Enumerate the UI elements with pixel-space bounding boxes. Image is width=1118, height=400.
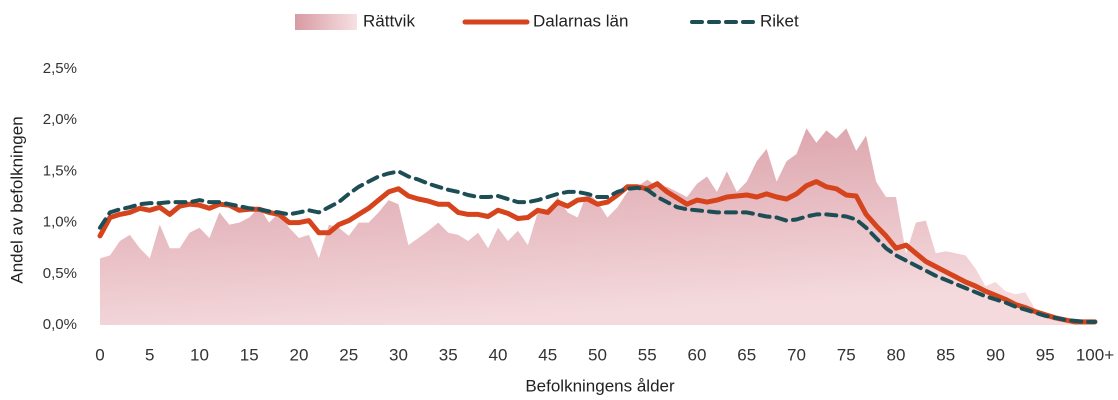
x-tick-label: 85: [936, 345, 955, 364]
y-tick-label: 0,5%: [43, 265, 77, 282]
x-tick-label: 65: [737, 345, 756, 364]
x-tick-label: 75: [837, 345, 856, 364]
x-tick-label: 30: [389, 345, 408, 364]
line: [98, 169, 1097, 324]
y-tick-label: 2,0%: [43, 111, 77, 128]
x-tick-label: 0: [95, 345, 104, 364]
x-tick-label: 70: [787, 345, 806, 364]
x-tick-label: 60: [688, 345, 707, 364]
legend-label: Dalarnas län: [533, 11, 628, 30]
y-tick-label: 1,0%: [43, 214, 77, 231]
x-tick-label: 5: [145, 345, 154, 364]
x-tick-label: 50: [588, 345, 607, 364]
x-tick-label: 25: [339, 345, 358, 364]
x-tick-label: 40: [489, 345, 508, 364]
area: [100, 128, 1095, 325]
x-tick-label: 45: [538, 345, 557, 364]
x-tick-label: 55: [638, 345, 657, 364]
x-tick-label: 10: [190, 345, 209, 364]
y-axis-title: Andel av befolkningen: [7, 116, 26, 283]
x-tick-label: 35: [439, 345, 458, 364]
y-tick-label: 1,5%: [43, 162, 77, 179]
x-tick-label: 80: [887, 345, 906, 364]
x-tick-label: 15: [240, 345, 259, 364]
legend-swatch: [295, 14, 357, 30]
x-tick-label: 95: [1036, 345, 1055, 364]
legend-label: Rättvik: [363, 11, 415, 30]
legend-label: Riket: [760, 11, 799, 30]
y-tick-label: 0,0%: [43, 316, 77, 333]
y-tick-label: 2,5%: [43, 60, 77, 77]
x-tick-label: 20: [290, 345, 309, 364]
x-tick-label: 100+: [1076, 345, 1114, 364]
x-tick-label: 90: [986, 345, 1005, 364]
x-axis-title: Befolkningens ålder: [525, 376, 675, 395]
